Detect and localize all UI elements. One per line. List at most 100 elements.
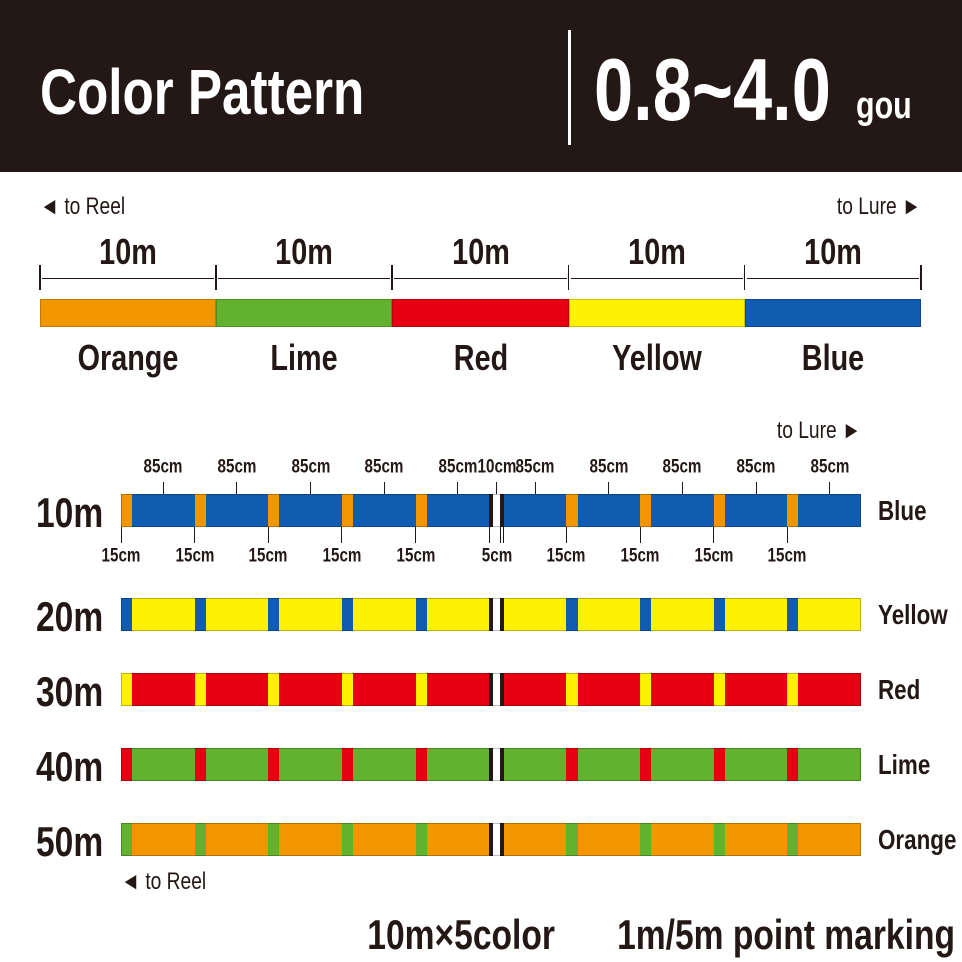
meter-mark [566, 598, 578, 631]
segment-length-label: 10m [275, 231, 334, 272]
dimension-tick [567, 265, 570, 290]
meter-mark [640, 748, 652, 781]
dimension-line [746, 278, 919, 279]
line-base-section [651, 598, 714, 631]
line-base-section [724, 823, 788, 856]
meter-mark [121, 748, 133, 781]
dimension-tick [488, 527, 490, 543]
dimension-tick [743, 265, 746, 290]
header-divider [568, 30, 571, 145]
dimension-tick [534, 482, 536, 494]
line-base-section [798, 748, 861, 781]
meter-mark [713, 598, 725, 631]
meter-mark [415, 598, 427, 631]
row-color-label: Red [878, 673, 921, 705]
meter-mark [566, 673, 578, 706]
dimension-tick [503, 527, 505, 543]
meter-mark [194, 598, 206, 631]
dimension-label-below: 15cm [767, 545, 807, 567]
line-base-section [798, 494, 861, 527]
dimension-label-above: 85cm [217, 456, 257, 478]
line-bar-outline [121, 494, 861, 527]
segment-length-label: 10m [451, 231, 510, 272]
meter-mark [787, 823, 799, 856]
dimension-label-above: 85cm [589, 456, 629, 478]
dimension-label-below: 15cm [694, 545, 734, 567]
meter-mark [268, 823, 280, 856]
dimension-tick [341, 527, 343, 543]
dimension-label-above: 85cm [291, 456, 331, 478]
meter-mark [194, 673, 206, 706]
five-meter-mark-white [492, 598, 501, 631]
five-meter-mark-black [489, 823, 493, 856]
line-base-section [503, 823, 567, 856]
segment-length-label: 10m [627, 231, 686, 272]
dimension-tick [565, 527, 567, 543]
meter-mark [640, 673, 652, 706]
line-base-section [503, 673, 567, 706]
row-distance-label: 40m [36, 742, 104, 790]
row-distance-label: 50m [36, 817, 104, 865]
dimension-label-above: 85cm [662, 456, 702, 478]
five-meter-mark-black [489, 494, 493, 527]
dimension-label-above: 85cm [736, 456, 776, 478]
meter-mark [341, 494, 353, 527]
meter-mark [341, 673, 353, 706]
dimension-label-above: 85cm [810, 456, 850, 478]
line-base-section [205, 494, 269, 527]
meter-mark [640, 823, 652, 856]
five-meter-mark-black [500, 823, 504, 856]
overview-segment-yellow [568, 299, 745, 327]
dimension-line [394, 278, 567, 279]
row-color-label: Yellow [878, 598, 948, 630]
line-base-section [426, 494, 490, 527]
line-bar-outline [121, 748, 861, 781]
five-meter-mark-white [492, 494, 501, 527]
dimension-label-below: 15cm [248, 545, 288, 567]
line-base-section [426, 823, 490, 856]
line-base-section [577, 748, 641, 781]
segment-length-label: 10m [804, 231, 862, 272]
meter-mark [268, 494, 280, 527]
five-meter-mark-black [489, 598, 493, 631]
meter-mark [415, 823, 427, 856]
line-base-section [503, 494, 567, 527]
dimension-tick [457, 482, 459, 494]
line-base-section [205, 673, 269, 706]
meter-mark [415, 673, 427, 706]
overview-segment-orange [40, 299, 217, 327]
line-base-section [577, 598, 641, 631]
dimension-line [570, 278, 743, 279]
meter-mark [566, 494, 578, 527]
line-base-section [279, 823, 342, 856]
dimension-label-above: 85cm [438, 456, 478, 478]
dimension-label-above: 85cm [515, 456, 555, 478]
segment-color-label: Lime [270, 337, 338, 378]
dimension-tick [267, 527, 269, 543]
meter-mark [268, 673, 280, 706]
line-base-section [132, 673, 195, 706]
header-unit: gou [856, 85, 912, 127]
line-base-section [651, 748, 714, 781]
dimension-tick [162, 482, 164, 494]
meter-mark [194, 823, 206, 856]
five-meter-mark-white [492, 823, 501, 856]
dimension-tick [215, 265, 217, 290]
segment-length-label: 10m [99, 231, 157, 272]
meter-mark [713, 494, 725, 527]
overview-segment-blue [744, 299, 921, 327]
line-bar-outline [121, 823, 861, 856]
meter-mark [341, 823, 353, 856]
meter-mark [640, 598, 652, 631]
meter-mark [194, 494, 206, 527]
line-base-section [724, 494, 788, 527]
dimension-label-below: 15cm [620, 545, 660, 567]
header-title: Color Pattern [40, 56, 365, 128]
meter-mark [787, 598, 799, 631]
segment-color-label: Yellow [611, 337, 702, 378]
five-meter-mark-black [489, 673, 493, 706]
line-base-section [426, 673, 490, 706]
line-base-section [798, 673, 861, 706]
dimension-label-below: 15cm [322, 545, 362, 567]
